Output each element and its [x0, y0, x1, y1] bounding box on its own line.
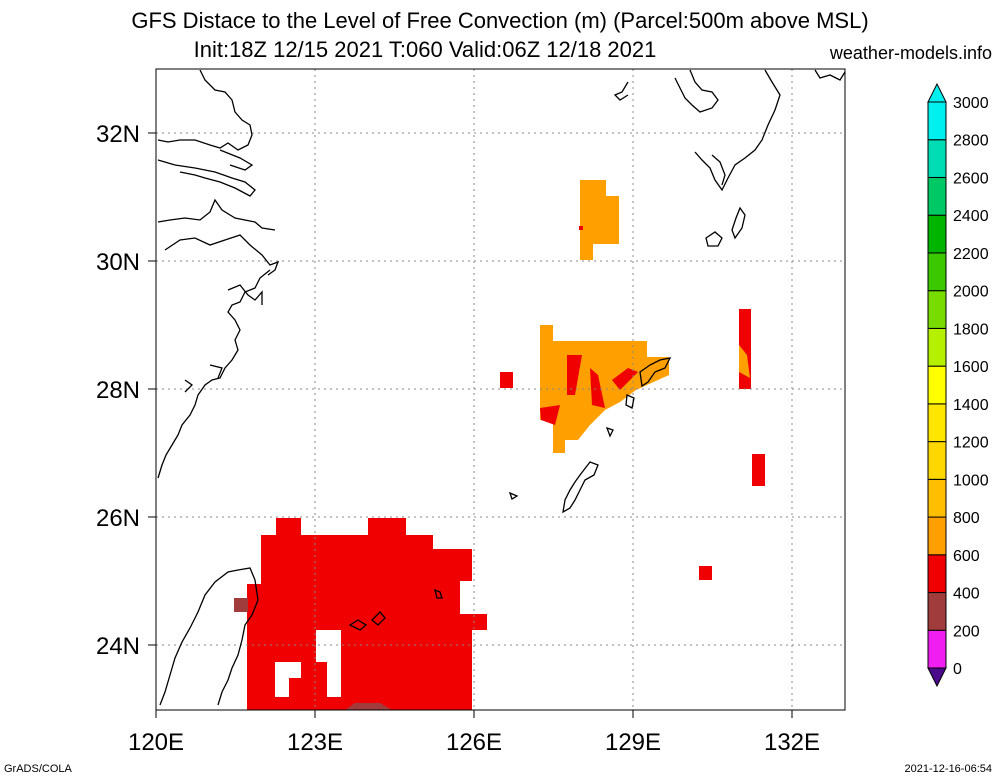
colorbar-label: 0: [953, 661, 962, 678]
map-title: GFS Distace to the Level of Free Convect…: [131, 8, 869, 33]
colorbar-label: 1800: [953, 321, 989, 338]
colorbar-arrow-low: [927, 667, 947, 688]
colorbar-label: 1600: [953, 359, 989, 376]
colorbar-segment: [927, 365, 947, 405]
colorbar-segment: [927, 554, 947, 594]
graticule: [156, 69, 845, 710]
red-tick-north: [579, 226, 583, 230]
lon-label-132e: 132E: [764, 729, 820, 756]
colorbar-segment: [927, 516, 947, 556]
coastlines: [157, 69, 846, 706]
colorbar-segment: [927, 101, 947, 141]
colorbar-segment: [927, 290, 947, 329]
red-cell-3: [752, 454, 765, 486]
site-credit: weather-models.info: [829, 43, 992, 63]
map-subtitle: Init:18Z 12/15 2021 T:060 Valid:06Z 12/1…: [193, 37, 657, 62]
footer-timestamp: 2021-12-16-06:54: [904, 763, 992, 775]
colorbar-segment: [927, 403, 947, 443]
colorbar: 0 200 400 600 800 1000 1200 1400 1600 1800 2000 220…: [927, 82, 989, 688]
colorbar-label: 2400: [953, 208, 989, 225]
colorbar-label: 2200: [953, 246, 989, 263]
colorbar-label: 2800: [953, 133, 989, 150]
footer-credit: GrADS/COLA: [4, 763, 72, 775]
colorbar-label: 400: [953, 586, 980, 603]
colorbar-segment: [927, 252, 947, 292]
red-cell-1: [500, 372, 513, 388]
colorbar-arrow-high: [927, 82, 947, 103]
colorbar-label: 1400: [953, 397, 989, 414]
colorbar-label: 1000: [953, 472, 989, 489]
lon-label-129e: 129E: [605, 729, 661, 756]
colorbar-label: 2600: [953, 170, 989, 187]
colorbar-segment: [927, 441, 947, 480]
lfc-shading: [234, 180, 765, 710]
lat-label-24n: 24N: [96, 633, 140, 660]
colorbar-segment: [927, 629, 947, 669]
colorbar-segment: [927, 592, 947, 631]
white-gap: [275, 630, 341, 697]
colorbar-label: 800: [953, 510, 980, 527]
orange-region-north: [580, 180, 619, 260]
lat-label-30n: 30N: [96, 249, 140, 276]
lat-label-26n: 26N: [96, 505, 140, 532]
lon-label-123e: 123E: [287, 729, 343, 756]
red-region-south: [247, 518, 487, 710]
orange-cell-2: [739, 345, 750, 378]
lat-label-32n: 32N: [96, 121, 140, 148]
dark-red-south: [345, 703, 392, 710]
red-streak-3: [612, 368, 638, 390]
red-streak-4: [540, 405, 560, 425]
lon-label-126e: 126E: [446, 729, 502, 756]
lat-label-28n: 28N: [96, 377, 140, 404]
red-cell-4: [699, 566, 712, 580]
colorbar-label: 600: [953, 548, 980, 565]
dark-red-patch: [234, 598, 248, 612]
colorbar-label: 1200: [953, 435, 989, 452]
colorbar-segment: [927, 327, 947, 367]
colorbar-segment: [927, 139, 947, 178]
colorbar-label: 200: [953, 623, 980, 640]
colorbar-label: 3000: [953, 95, 989, 112]
colorbar-label: 2000: [953, 284, 989, 301]
colorbar-segment: [927, 214, 947, 254]
colorbar-segment: [927, 176, 947, 216]
red-streak-2: [590, 368, 605, 408]
colorbar-segment: [927, 478, 947, 518]
red-streak-1: [567, 355, 582, 395]
lon-label-120e: 120E: [128, 729, 184, 756]
